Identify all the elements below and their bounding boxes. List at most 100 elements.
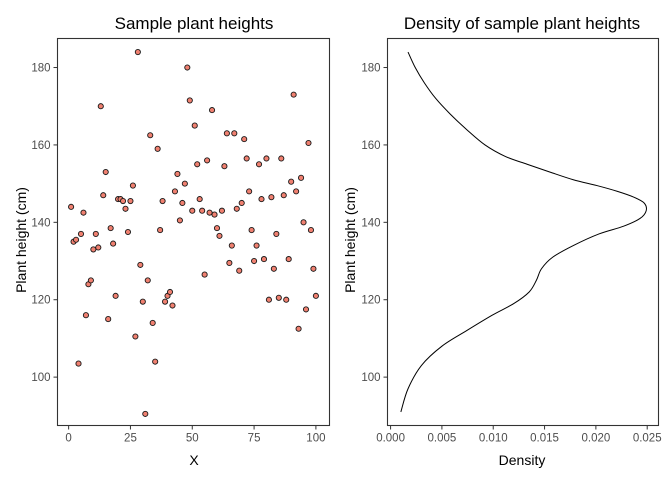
- scatter-point: [179, 199, 186, 207]
- scatter-x-tick-label: 50: [186, 433, 199, 445]
- scatter-point: [263, 155, 270, 162]
- scatter-point: [199, 207, 206, 214]
- scatter-point: [189, 207, 196, 214]
- scatter-point: [241, 136, 248, 143]
- density-curve: [400, 51, 647, 413]
- scatter-point: [216, 232, 223, 239]
- scatter-point: [307, 227, 315, 234]
- scatter-point: [236, 267, 243, 274]
- scatter-point: [181, 180, 188, 187]
- scatter-point: [80, 209, 87, 216]
- scatter-point: [255, 161, 263, 168]
- scatter-point: [112, 292, 119, 299]
- scatter-point: [147, 132, 154, 139]
- scatter-point: [95, 244, 102, 251]
- scatter-point: [305, 139, 312, 147]
- density-x-tick-label: 0.000: [376, 433, 405, 445]
- scatter-point: [283, 296, 290, 303]
- scatter-point: [139, 298, 146, 305]
- density-title: Density of sample plant heights: [404, 14, 640, 33]
- scatter-panel-border: [56, 37, 331, 427]
- scatter-point: [223, 130, 230, 137]
- density-ticks: 0.000 0.005 0.010 0.015 0.020 0.025 100 120 140 1…: [361, 63, 661, 445]
- scatter-point: [310, 265, 317, 272]
- scatter-point: [191, 122, 198, 129]
- scatter-point: [265, 296, 272, 303]
- scatter-point: [208, 107, 216, 114]
- density-panel: Density of sample plant heights Density …: [342, 14, 662, 468]
- scatter-point: [152, 358, 159, 365]
- scatter-point: [174, 170, 181, 177]
- scatter-y-tick-label: 180: [31, 63, 50, 75]
- scatter-point: [107, 225, 114, 232]
- scatter-point: [278, 155, 285, 162]
- scatter-point: [290, 91, 297, 98]
- scatter-point: [280, 192, 287, 199]
- scatter-point: [206, 209, 213, 216]
- scatter-point: [201, 271, 208, 278]
- scatter-point: [248, 227, 255, 234]
- density-x-tick-label: 0.015: [530, 433, 559, 445]
- scatter-point: [110, 240, 117, 247]
- scatter-point: [246, 188, 253, 195]
- density-panel-border: [386, 37, 660, 427]
- scatter-point: [293, 188, 300, 195]
- scatter-point: [124, 228, 132, 236]
- scatter-point: [97, 103, 104, 110]
- scatter-point: [100, 192, 107, 199]
- density-x-tick-label: 0.010: [479, 433, 508, 445]
- scatter-point: [221, 163, 228, 170]
- scatter-point: [166, 288, 174, 296]
- scatter-point: [137, 261, 144, 268]
- density-y-tick-label: 160: [361, 140, 380, 152]
- scatter-point: [90, 246, 97, 253]
- density-y-tick-label: 120: [361, 295, 380, 307]
- density-x-tick-label: 0.025: [633, 433, 662, 445]
- density-x-tick-label: 0.020: [581, 433, 610, 445]
- scatter-point: [228, 242, 235, 249]
- scatter-x-tick-label: 0: [65, 433, 71, 445]
- scatter-point: [157, 227, 164, 234]
- scatter-point: [312, 292, 319, 299]
- density-x-tick-label: 0.005: [428, 433, 457, 445]
- scatter-y-tick-label: 160: [31, 140, 50, 152]
- scatter-point: [132, 333, 139, 340]
- scatter-point: [92, 230, 99, 237]
- scatter-point: [275, 294, 282, 301]
- scatter-point: [72, 236, 80, 243]
- scatter-point: [186, 97, 193, 104]
- scatter-point: [82, 312, 89, 319]
- density-y-tick-label: 100: [361, 372, 380, 384]
- density-x-axis-label: Density: [499, 452, 546, 468]
- scatter-point: [204, 157, 211, 164]
- scatter-point: [258, 196, 265, 203]
- scatter-point: [169, 302, 176, 309]
- scatter-point: [184, 64, 191, 71]
- scatter-point: [238, 199, 245, 207]
- scatter-point: [129, 182, 136, 189]
- scatter-y-axis-label: Plant height (cm): [13, 187, 29, 293]
- scatter-point: [134, 48, 141, 56]
- density-y-tick-label: 140: [361, 217, 380, 229]
- density-y-tick-label: 180: [361, 63, 380, 75]
- scatter-x-tick-label: 75: [248, 433, 261, 445]
- scatter-point: [251, 257, 258, 265]
- scatter-x-tick-label: 100: [306, 433, 325, 445]
- scatter-x-axis-label: X: [189, 452, 199, 468]
- scatter-point: [149, 319, 156, 326]
- scatter-point: [298, 174, 305, 181]
- scatter-point: [211, 211, 218, 218]
- scatter-point: [102, 168, 109, 176]
- scatter-point: [119, 197, 127, 205]
- density-y-axis-label: Plant height (cm): [342, 187, 358, 293]
- scatter-point: [176, 217, 183, 224]
- scatter-point: [285, 256, 292, 263]
- scatter-point: [159, 197, 166, 205]
- scatter-point: [87, 277, 94, 284]
- scatter-point: [218, 207, 225, 214]
- scatter-x-tick-label: 25: [124, 433, 137, 445]
- scatter-panel: Sample plant heights X Plant height (cm)…: [13, 14, 331, 468]
- scatter-point: [162, 298, 169, 305]
